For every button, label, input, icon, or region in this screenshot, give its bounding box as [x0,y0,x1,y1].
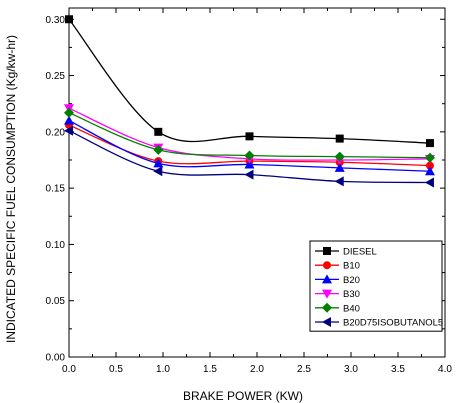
x-tick-label: 3.0 [344,364,358,375]
legend-entry-b20d75isobutanol5: B20D75ISOBUTANOL5 [315,317,443,329]
legend-entry-b20: B20 [315,274,360,286]
legend-entry-b10: B10 [315,261,360,272]
x-tick-label: 1.0 [156,364,170,375]
x-tick-label: 2.0 [250,364,264,375]
series-layer [64,15,435,188]
data-point-b40 [424,152,435,163]
data-point-b40 [153,144,164,155]
x-tick-label: 3.5 [391,364,405,375]
x-tick-label: 4.0 [438,364,452,375]
x-tick-label: 0.0 [62,364,76,375]
series-line-diesel [68,18,430,144]
x-axis-title: BRAKE POWER (KW) [183,389,303,403]
legend-label: B10 [343,261,360,272]
data-point-b20d75isobutanol5 [334,176,344,187]
data-point-b40 [334,151,345,162]
legend-swatch-marker [323,247,331,255]
data-point-diesel [245,132,254,141]
legend-label: B20 [343,275,360,286]
legend-label: B30 [343,289,360,300]
y-tick-label: 0.30 [46,15,66,26]
y-tick-label: 0.25 [46,71,66,82]
legend-entry-b40: B40 [315,302,360,314]
legend-entry-diesel: DIESEL [315,247,377,258]
legend-box [309,240,443,332]
series-b20 [64,115,435,176]
y-tick-label: 0.15 [46,184,66,195]
x-tick-label: 2.5 [297,364,311,375]
series-b40 [64,107,435,163]
data-point-diesel [335,134,344,143]
data-point-b20d75isobutanol5 [424,177,434,188]
legend-swatch-marker [322,317,331,327]
axes: 0.0 0.5 1.0 1.5 2.0 2.5 3.0 3.5 4.0 0.00 0.05 0.10 0… [46,7,452,375]
data-point-b20d75isobutanol5 [153,166,163,177]
data-point-diesel [154,127,163,136]
data-point-diesel [65,15,73,24]
data-point-diesel [425,139,434,148]
data-point-b20 [244,159,255,169]
legend-entry-b30: B30 [315,289,360,300]
data-point-b20d75isobutanol5 [64,125,73,136]
data-point-b20 [64,115,74,125]
data-point-b20 [334,162,345,172]
legend-label: B40 [343,303,360,314]
y-tick-label: 0.10 [46,240,66,251]
legend-label: B20D75ISOBUTANOL5 [343,318,443,329]
x-tick-label: 1.5 [203,364,217,375]
legend-swatch-marker [322,302,332,313]
data-point-b40 [64,107,74,118]
legend-swatch-marker [323,261,331,270]
data-point-b20 [153,158,164,168]
legend: DIESEL B10 B20 B30 B40 B20D75ISOBUTANOL5 [309,240,443,332]
legend-label: DIESEL [343,247,377,258]
series-diesel [65,15,434,148]
data-point-b20 [424,166,435,176]
x-tick-label: 0.5 [109,364,123,375]
y-tick-label: 0.00 [46,353,66,364]
y-axis-title: INDICATED SPECIFIC FUEL CONSUMPTION (Kg/… [4,35,18,343]
series-b20d75isobutanol5 [64,125,434,188]
data-point-b20d75isobutanol5 [244,169,254,180]
y-tick-label: 0.20 [46,127,66,138]
y-tick-label: 0.05 [46,296,66,307]
data-point-b40 [244,150,255,161]
legend-swatch-marker [322,289,332,299]
legend-swatch-marker [322,274,332,284]
data-point-b10 [425,161,434,170]
